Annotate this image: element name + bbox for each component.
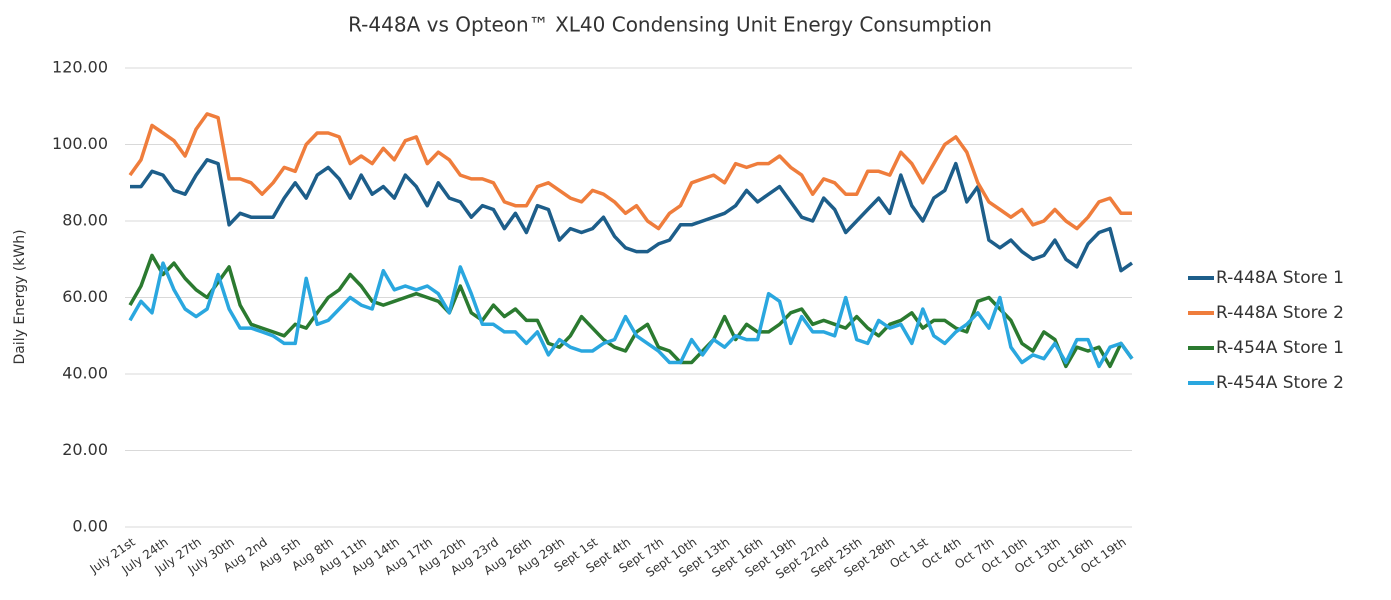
series-line [128, 253, 1134, 369]
y-tick-label: 120.00 [52, 58, 108, 77]
series-line [128, 261, 1134, 369]
legend-label: R-454A Store 2 [1216, 373, 1344, 393]
y-axis-label: Daily Energy (kWh) [12, 229, 28, 364]
legend-label: R-448A Store 2 [1216, 303, 1344, 323]
y-tick-label: 100.00 [52, 134, 108, 153]
y-tick-label: 40.00 [62, 364, 108, 383]
legend-label: R-454A Store 1 [1216, 338, 1344, 358]
y-tick-label: 60.00 [62, 287, 108, 306]
series-line [130, 158, 1133, 273]
y-tick-label: 20.00 [62, 440, 108, 459]
series-line [128, 112, 1132, 231]
y-tick-label: 0.00 [72, 517, 108, 536]
chart-title: R-448A vs Opteon™ XL40 Condensing Unit E… [348, 13, 992, 37]
y-tick-label: 80.00 [62, 211, 108, 230]
legend-label: R-448A Store 1 [1216, 268, 1344, 288]
